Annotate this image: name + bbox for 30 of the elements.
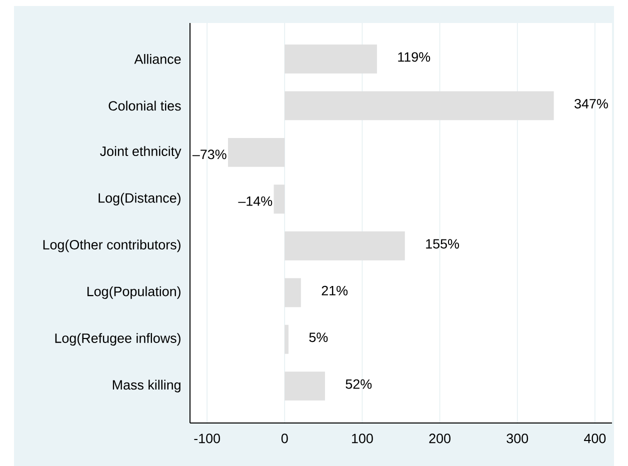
data-label: 155% — [426, 239, 460, 249]
data-label: 5% — [309, 332, 328, 342]
x-tick-label: 400 — [584, 434, 606, 444]
y-tick-label: Log(Refugee inflows) — [55, 333, 180, 346]
data-label: 119% — [398, 52, 430, 62]
bar — [284, 324, 289, 354]
bar — [284, 91, 554, 120]
x-tick-label: 200 — [429, 434, 450, 444]
y-tick-label: Alliance — [134, 54, 181, 64]
x-tick-label: 100 — [352, 434, 373, 444]
data-label: 52% — [346, 379, 372, 389]
x-tick-label: 300 — [506, 434, 528, 444]
x-tick-label: 0 — [281, 434, 288, 444]
bar — [284, 231, 405, 260]
data-label: –73% — [192, 150, 226, 160]
y-tick-label: Joint ethnicity — [100, 146, 182, 159]
bar — [284, 278, 301, 308]
y-tick-label: Colonial ties — [108, 100, 181, 111]
data-label: 347% — [574, 98, 608, 108]
y-tick-label: Log(Population) — [87, 286, 180, 299]
y-tick-label: Log(Distance) — [98, 192, 180, 206]
bar — [284, 44, 377, 74]
y-tick-label: Mass killing — [112, 380, 180, 392]
y-tick-label: Log(Other contributors) — [43, 240, 180, 252]
bar — [274, 184, 285, 214]
data-label: 21% — [322, 286, 348, 296]
data-label: –14% — [238, 196, 272, 206]
bar — [284, 372, 325, 401]
x-tick-label: -100 — [194, 434, 220, 444]
bar — [228, 138, 285, 167]
